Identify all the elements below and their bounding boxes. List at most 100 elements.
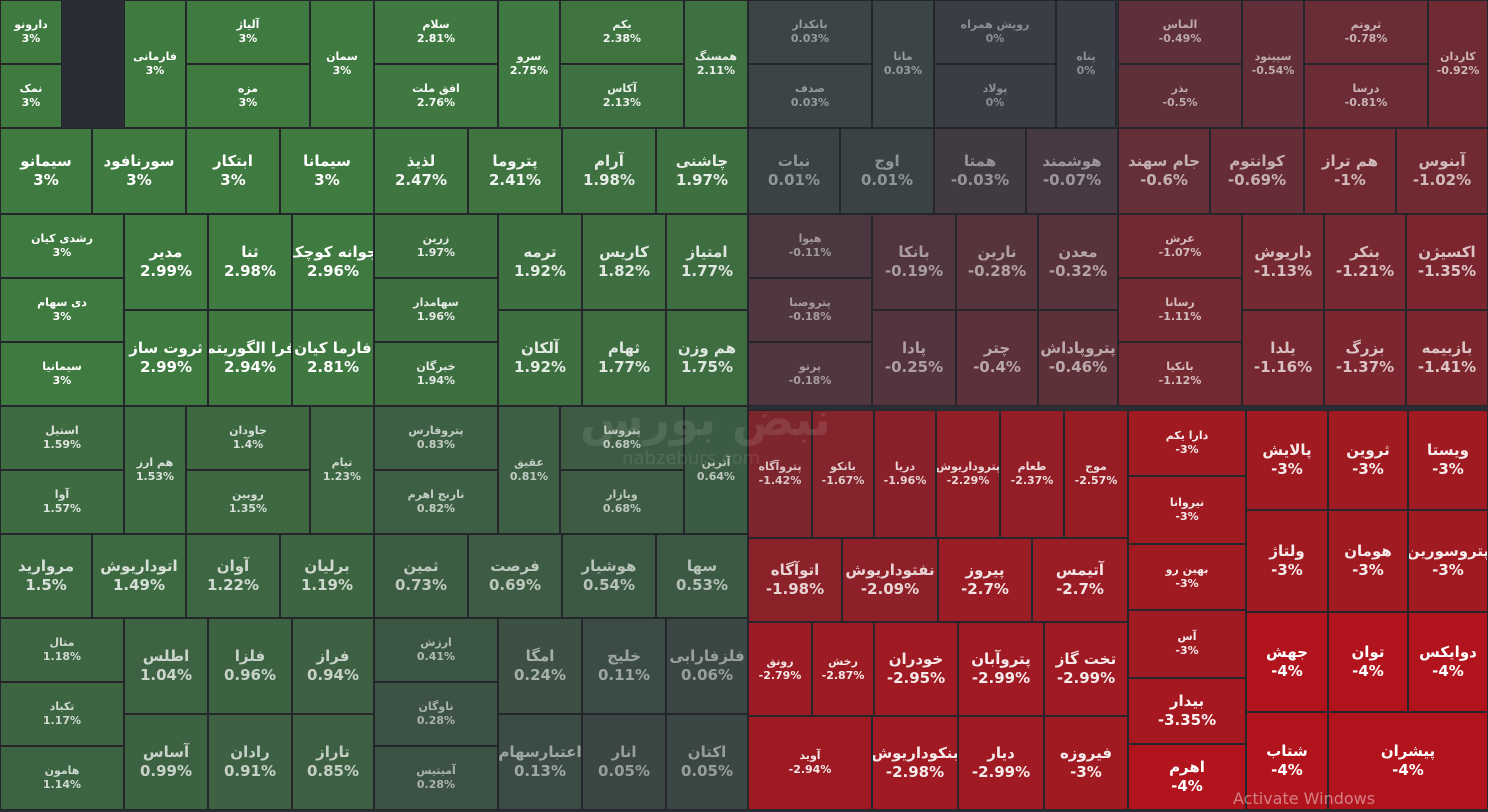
treemap-tile[interactable]: آس -3% xyxy=(1128,610,1246,678)
treemap-tile[interactable]: بانکا -0.19% xyxy=(872,214,956,310)
treemap-tile[interactable]: ثنا 2.98% xyxy=(208,214,292,310)
treemap-tile[interactable]: دارا یکم -3% xyxy=(1128,410,1246,476)
treemap-tile[interactable]: الماس -0.49% xyxy=(1118,0,1242,64)
treemap-tile[interactable]: پتروصبا -0.18% xyxy=(748,278,872,342)
treemap-tile[interactable]: چتر -0.4% xyxy=(956,310,1038,406)
treemap-tile[interactable]: آلیاژ 3% xyxy=(186,0,310,64)
treemap-tile[interactable]: پتروسا 0.68% xyxy=(560,406,684,470)
treemap-tile[interactable]: فرا الگوریتم 2.94% xyxy=(208,310,292,406)
treemap-tile[interactable]: طعام -2.37% xyxy=(1000,410,1064,538)
treemap-tile[interactable]: سیمانا 3% xyxy=(280,128,374,214)
treemap-tile[interactable]: نمک 3% xyxy=(0,64,62,128)
treemap-tile[interactable]: بازبیمه -1.41% xyxy=(1406,310,1488,406)
treemap-tile[interactable]: مانا 0.03% xyxy=(872,0,934,128)
treemap-tile[interactable]: سپینود -0.54% xyxy=(1242,0,1304,128)
treemap-tile[interactable]: ترمه 1.92% xyxy=(498,214,582,310)
treemap-tile[interactable]: تکباد 1.17% xyxy=(0,682,124,746)
treemap-tile[interactable]: تاراز 0.85% xyxy=(292,714,374,810)
treemap-tile[interactable]: ناوگان 0.28% xyxy=(374,682,498,746)
treemap-tile[interactable]: افق ملت 2.76% xyxy=(374,64,498,128)
treemap-tile[interactable]: خلیج 0.11% xyxy=(582,618,666,714)
treemap-tile[interactable]: ثروین -3% xyxy=(1328,410,1408,510)
treemap-tile[interactable]: دیار -2.99% xyxy=(958,716,1044,810)
treemap-tile[interactable]: هم وزن 1.75% xyxy=(666,310,748,406)
treemap-tile[interactable]: استیل 1.59% xyxy=(0,406,124,470)
treemap-tile[interactable]: همتا -0.03% xyxy=(934,128,1026,214)
treemap-tile[interactable]: متال 1.18% xyxy=(0,618,124,682)
treemap-tile[interactable]: نارنج اهرم 0.82% xyxy=(374,470,498,534)
treemap-tile[interactable]: اتوآگاه -1.98% xyxy=(748,538,842,622)
treemap-tile[interactable]: لذیذ 2.47% xyxy=(374,128,468,214)
treemap-tile[interactable]: چاشنی 1.97% xyxy=(656,128,748,214)
treemap-tile[interactable]: دی سهام 3% xyxy=(0,278,124,342)
treemap-tile[interactable]: فلزا 0.96% xyxy=(208,618,292,714)
treemap-tile[interactable]: اتوداریوش 1.49% xyxy=(92,534,186,618)
treemap-tile[interactable]: فلزفارابی 0.06% xyxy=(666,618,748,714)
treemap-tile[interactable]: دوایکس -4% xyxy=(1408,612,1488,712)
treemap-tile[interactable]: آرام 1.98% xyxy=(562,128,656,214)
treemap-tile[interactable]: نیروانا -3% xyxy=(1128,476,1246,544)
treemap-tile[interactable]: فارمانی 3% xyxy=(124,0,186,128)
treemap-tile[interactable]: ویازار 0.68% xyxy=(560,470,684,534)
treemap-tile[interactable]: کوانتوم -0.69% xyxy=(1210,128,1304,214)
treemap-tile[interactable]: آوا 1.57% xyxy=(0,470,124,534)
treemap-tile[interactable]: بیدار -3.35% xyxy=(1128,678,1246,744)
treemap-tile[interactable]: زرین 1.97% xyxy=(374,214,498,278)
treemap-tile[interactable]: برلیان 1.19% xyxy=(280,534,374,618)
treemap-tile[interactable]: عقیق 0.81% xyxy=(498,406,560,534)
treemap-tile[interactable]: آوان 1.22% xyxy=(186,534,280,618)
treemap-tile[interactable]: پتروآبان -2.99% xyxy=(958,622,1044,716)
treemap-tile[interactable]: یکم 2.38% xyxy=(560,0,684,64)
treemap-tile[interactable]: ثروتم -0.78% xyxy=(1304,0,1428,64)
treemap-tile[interactable]: ثمین 0.73% xyxy=(374,534,468,618)
treemap-tile[interactable]: شتاب -4% xyxy=(1246,712,1328,810)
treemap-tile[interactable]: بهین رو -3% xyxy=(1128,544,1246,610)
treemap-tile[interactable]: داریوش -1.13% xyxy=(1242,214,1324,310)
treemap-tile[interactable]: نفتوداریوش -2.09% xyxy=(842,538,938,622)
treemap-tile[interactable]: بانکو -1.67% xyxy=(812,410,874,538)
treemap-tile[interactable]: پتروآگاه -1.42% xyxy=(748,410,812,538)
treemap-tile[interactable]: ارزش 0.41% xyxy=(374,618,498,682)
treemap-tile[interactable]: پیروز -2.7% xyxy=(938,538,1032,622)
treemap-tile[interactable]: هوشمند -0.07% xyxy=(1026,128,1118,214)
treemap-tile[interactable]: رویش همراه 0% xyxy=(934,0,1056,64)
treemap-tile[interactable]: نارین -0.28% xyxy=(956,214,1038,310)
treemap-tile[interactable]: مزه 3% xyxy=(186,64,310,128)
treemap-tile[interactable]: سلام 2.81% xyxy=(374,0,498,64)
treemap-tile[interactable]: جهش -4% xyxy=(1246,612,1328,712)
treemap-tile[interactable]: اهرم -4% xyxy=(1128,744,1246,810)
treemap-tile[interactable]: خبرگان 1.94% xyxy=(374,342,498,406)
treemap-tile[interactable]: رسانا -1.11% xyxy=(1118,278,1242,342)
treemap-tile[interactable]: پتروفارس 0.83% xyxy=(374,406,498,470)
treemap-tile[interactable]: رادان 0.91% xyxy=(208,714,292,810)
treemap-tile[interactable]: سها 0.53% xyxy=(656,534,748,618)
treemap-tile[interactable]: هوشیار 0.54% xyxy=(562,534,656,618)
treemap-tile[interactable]: خودران -2.95% xyxy=(874,622,958,716)
treemap-tile[interactable]: همسنگ 2.11% xyxy=(684,0,748,128)
treemap-tile[interactable]: ویستا -3% xyxy=(1408,410,1488,510)
treemap-tile[interactable]: رخش -2.87% xyxy=(812,622,874,716)
treemap-tile[interactable]: هومان -3% xyxy=(1328,510,1408,612)
treemap-tile[interactable]: سمان 3% xyxy=(310,0,374,128)
treemap-tile[interactable]: ثهام 1.77% xyxy=(582,310,666,406)
treemap-tile[interactable]: جوانه کوچک 2.96% xyxy=(292,214,374,310)
treemap-tile[interactable]: پتروما 2.41% xyxy=(468,128,562,214)
treemap-tile[interactable]: امتیاز 1.77% xyxy=(666,214,748,310)
treemap-tile[interactable]: دریا -1.96% xyxy=(874,410,936,538)
treemap-tile[interactable]: آلکان 1.92% xyxy=(498,310,582,406)
treemap-tile[interactable]: فرصت 0.69% xyxy=(468,534,562,618)
treemap-tile[interactable]: پتروپاداش -0.46% xyxy=(1038,310,1118,406)
treemap-tile[interactable]: سیمانیا 3% xyxy=(0,342,124,406)
treemap-tile[interactable]: دارونو 3% xyxy=(0,0,62,64)
treemap-tile[interactable]: آساس 0.99% xyxy=(124,714,208,810)
treemap-tile[interactable]: اوج 0.01% xyxy=(840,128,934,214)
treemap-tile[interactable]: نبات 0.01% xyxy=(748,128,840,214)
treemap-tile[interactable]: ولتاژ -3% xyxy=(1246,510,1328,612)
treemap-tile[interactable]: پتروسورین -3% xyxy=(1408,510,1488,612)
treemap-tile[interactable]: بانکیا -1.12% xyxy=(1118,342,1242,406)
treemap-tile[interactable]: سیمانو 3% xyxy=(0,128,92,214)
treemap-tile[interactable]: اکسیژن -1.35% xyxy=(1406,214,1488,310)
treemap-tile[interactable]: بانکدار 0.03% xyxy=(748,0,872,64)
treemap-tile[interactable]: پناه 0% xyxy=(1056,0,1116,128)
treemap-tile[interactable]: بنکوداریوش -2.98% xyxy=(872,716,958,810)
